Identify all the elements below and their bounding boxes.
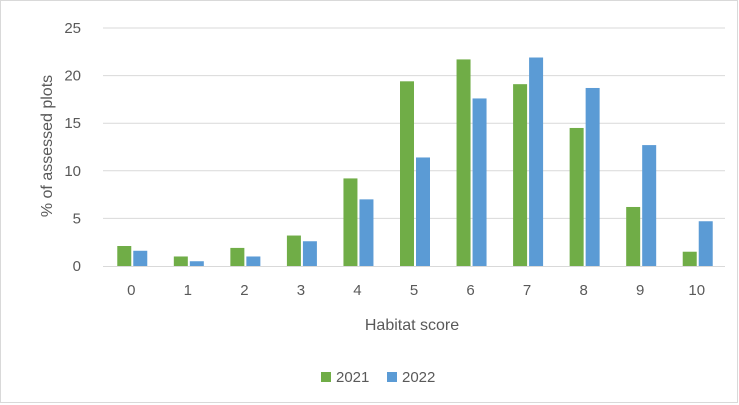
bar-2022-1 — [189, 261, 204, 266]
bar-2021-1 — [173, 256, 188, 266]
bar-2022-6 — [472, 98, 487, 266]
y-tick-label: 10 — [64, 163, 81, 180]
bar-2022-4 — [359, 199, 374, 266]
bar-2022-7 — [529, 57, 544, 267]
bar-2022-2 — [246, 256, 261, 266]
bar-2021-4 — [343, 178, 358, 266]
x-tick-label: 4 — [353, 282, 361, 299]
x-tick-label: 2 — [240, 282, 248, 299]
bar-2021-2 — [230, 247, 245, 266]
legend: 2021 2022 — [321, 369, 435, 386]
legend-swatch-2022 — [387, 372, 397, 382]
bar-2022-0 — [133, 250, 148, 266]
bar-2022-9 — [642, 145, 657, 266]
x-tick-label: 7 — [523, 282, 531, 299]
bar-2021-8 — [569, 127, 584, 267]
bar-2021-5 — [400, 81, 414, 266]
x-tick-label: 5 — [410, 282, 418, 299]
bar-2021-7 — [513, 84, 528, 266]
y-tick-label: 5 — [73, 210, 81, 227]
y-tick-label: 20 — [64, 68, 81, 85]
legend-swatch-2021 — [321, 372, 331, 382]
bar-2022-3 — [302, 241, 317, 266]
bars — [117, 57, 713, 267]
y-tick-label: 15 — [64, 115, 81, 132]
x-tick-label: 1 — [184, 282, 192, 299]
bar-2022-8 — [585, 87, 600, 266]
x-axis-title: Habitat score — [365, 317, 459, 334]
bar-2021-9 — [626, 206, 641, 266]
x-tick-label: 9 — [636, 282, 644, 299]
y-axis-title: % of assessed plots — [39, 75, 56, 217]
bar-2021-0 — [117, 246, 132, 266]
bar-2022-10 — [698, 221, 713, 266]
legend-label-2022: 2022 — [402, 369, 435, 386]
x-tick-label: 0 — [127, 282, 135, 299]
x-tick-label: 10 — [688, 282, 705, 299]
bar-2021-6 — [456, 59, 471, 266]
bar-2021-3 — [286, 235, 301, 266]
bar-2022-5 — [416, 157, 430, 266]
x-tick-label: 3 — [297, 282, 305, 299]
x-tick-label: 8 — [579, 282, 587, 299]
y-tick-label: 25 — [64, 20, 81, 37]
bar-2021-10 — [682, 251, 697, 266]
tick-labels: 0 5 10 15 20 25 0 1 2 3 4 5 6 7 8 9 10 — [64, 20, 705, 299]
legend-label-2021: 2021 — [336, 369, 369, 386]
y-tick-label: 0 — [73, 258, 81, 275]
x-tick-label: 6 — [466, 282, 474, 299]
